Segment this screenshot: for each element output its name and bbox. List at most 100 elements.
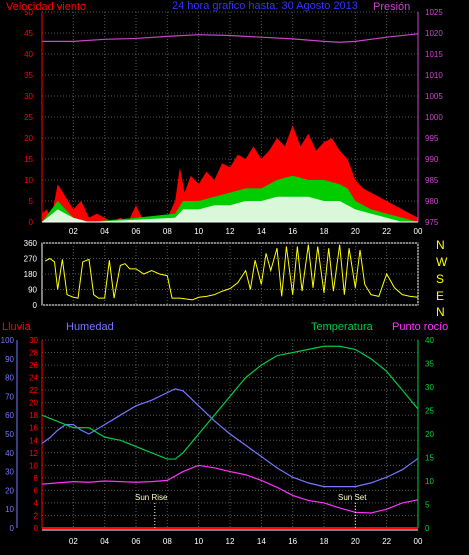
wind-tick-label: 50 [24,8,33,17]
x-tick-label: 10 [194,227,203,236]
wind-tick-label: 40 [24,50,33,59]
temp-tick-label: 4 [34,499,39,508]
wind-speed-title: Velocidad viento [6,1,86,13]
humidity-tick-label: 40 [5,449,14,458]
temp-tick-label: 22 [29,386,38,395]
right-tick-label: 40 [425,336,434,345]
temperature-line [41,345,419,460]
x-tick-label: 08 [163,537,172,546]
wind-tick-label: 5 [29,197,34,206]
direction-tick-label: 360 [24,239,38,248]
pressure-tick-label: 1010 [425,71,443,80]
wind-direction-line [44,244,419,301]
temp-tick-label: 6 [34,486,39,495]
x-tick-label: 06 [132,537,141,546]
x-tick-label: 20 [351,227,360,236]
pressure-tick-label: 1015 [425,50,443,59]
temp-tick-label: 10 [29,461,38,470]
pressure-title: Presión [373,1,410,13]
right-tick-label: 30 [425,383,434,392]
x-tick-label: 02 [69,537,78,546]
wind-direction-panel: 0 90 180 270 360 [24,239,419,310]
rain-label: Lluvia [2,321,32,333]
pressure-line [42,33,419,43]
wind-avg-area [42,196,418,222]
x-tick-label: 22 [382,227,391,236]
direction-tick-label: 0 [33,301,38,310]
wind-tick-label: 30 [24,92,33,101]
temp-tick-label: 28 [29,349,38,358]
x-tick-label: 18 [320,537,329,546]
temp-tick-label: 20 [29,399,38,408]
sunset-label: Sun Set [338,493,367,502]
wind-tick-label: 45 [24,29,33,38]
temp-tick-label: 26 [29,361,38,370]
temp-tick-label: 16 [29,424,38,433]
right-tick-label: 0 [425,524,430,533]
humidity-label: Humedad [66,321,114,333]
humidity-tick-label: 0 [10,524,15,533]
humidity-tick-label: 90 [5,355,14,364]
temp-tick-label: 2 [34,511,39,520]
x-tick-label: 12 [226,537,235,546]
temp-tick-label: 18 [29,411,38,420]
pressure-tick-label: 990 [425,155,439,164]
compass-n-top: N [436,238,445,252]
x-tick-label: 00 [414,227,423,236]
x-tick-label: 08 [163,227,172,236]
humidity-tick-label: 10 [5,505,14,514]
pressure-tick-label: 985 [425,176,439,185]
x-tick-label: 04 [100,537,109,546]
right-tick-label: 35 [425,360,434,369]
date-title: 24 hora grafico hasta: 30 Agosto 2013 [172,0,358,12]
temperature-label: Temperatura [311,321,374,333]
x-tick-label: 18 [320,227,329,236]
humidity-line [41,388,419,488]
wind-pressure-panel: 0510152025303540455097598098599099510001… [24,8,443,236]
x-tick-label: 06 [132,227,141,236]
x-tick-label: 00 [414,537,423,546]
pressure-tick-label: 995 [425,134,439,143]
direction-tick-label: 270 [24,255,38,264]
temp-tick-label: 0 [34,524,39,533]
x-tick-label: 22 [382,537,391,546]
wind-tick-label: 15 [24,155,33,164]
pressure-tick-label: 1000 [425,113,443,122]
temp-tick-label: 24 [29,374,38,383]
humidity-tick-label: 60 [5,411,14,420]
right-tick-label: 20 [425,430,434,439]
temp-tick-label: 12 [29,449,38,458]
right-tick-label: 15 [425,454,434,463]
x-tick-label: 04 [100,227,109,236]
right-tick-label: 5 [425,501,430,510]
wind-tick-label: 20 [24,134,33,143]
sunrise-label: Sun Rise [135,493,168,502]
temp-tick-label: 14 [29,436,38,445]
humidity-tick-label: 70 [5,392,14,401]
compass-w: W [436,255,448,269]
right-tick-label: 25 [425,407,434,416]
direction-tick-label: 90 [28,286,37,295]
humidity-tick-label: 30 [5,468,14,477]
x-tick-label: 14 [257,537,266,546]
wind-tick-label: 25 [24,113,33,122]
right-tick-label: 10 [425,477,434,486]
temp-tick-label: 8 [34,474,39,483]
humidity-tick-label: 20 [5,486,14,495]
pressure-tick-label: 980 [425,197,439,206]
wind-tick-label: 0 [29,218,34,227]
humidity-tick-label: 50 [5,430,14,439]
pressure-tick-label: 1020 [425,29,443,38]
x-tick-label: 16 [288,227,297,236]
temp-tick-label: 30 [29,336,38,345]
x-tick-label: 02 [69,227,78,236]
x-tick-label: 12 [226,227,235,236]
pressure-tick-label: 1025 [425,8,443,17]
wind-tick-label: 10 [24,176,33,185]
compass-s: S [436,272,444,286]
compass-e: E [436,289,444,303]
humidity-tick-label: 80 [5,374,14,383]
x-tick-label: 14 [257,227,266,236]
dewpoint-label: Punto rocío [392,321,448,333]
